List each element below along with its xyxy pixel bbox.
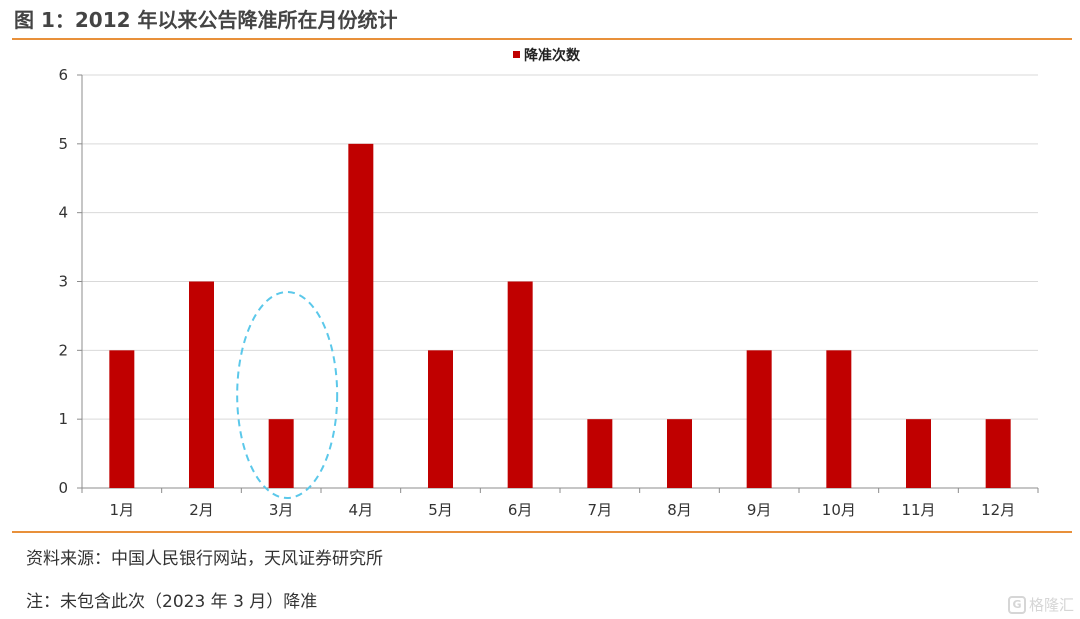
legend-label: 降准次数	[524, 47, 581, 64]
y-tick-label: 3	[58, 273, 68, 291]
y-tick-label: 2	[58, 341, 68, 359]
highlight-ellipse	[236, 291, 339, 499]
bar	[348, 143, 374, 488]
y-tick-label: 5	[58, 135, 68, 153]
x-tick-label: 3月	[269, 501, 294, 519]
legend: 降准次数	[513, 47, 581, 64]
bar	[985, 419, 1011, 488]
legend-swatch	[513, 51, 520, 58]
y-tick-label: 1	[58, 410, 68, 428]
bar	[746, 350, 772, 488]
bar-series	[109, 143, 1011, 488]
source-note: 资料来源：中国人民银行网站，天风证券研究所	[26, 549, 383, 569]
watermark-text: 格隆汇	[1028, 596, 1074, 614]
chart-title: 图 1：2012 年以来公告降准所在月份统计	[14, 8, 398, 32]
bar	[268, 419, 294, 488]
x-tick-label: 1月	[110, 501, 135, 519]
x-tick-label: 5月	[428, 501, 453, 519]
bar	[826, 350, 852, 488]
x-tick-label: 8月	[667, 501, 692, 519]
y-axis: 0 1 2 3 4 5 6	[58, 66, 83, 497]
x-tick-label: 2月	[189, 501, 214, 519]
watermark-logo-icon: G	[1007, 595, 1026, 614]
x-tick-label: 7月	[588, 501, 613, 519]
footnote: 注：未包含此次（2023 年 3 月）降准	[26, 592, 318, 612]
x-axis: 1月 2月 3月 4月 5月 6月 7月 8月 9月 10月 11月 12月	[81, 487, 1039, 519]
bar	[507, 281, 533, 488]
top-divider	[12, 38, 1072, 40]
bar-chart: 0 1 2 3 4 5 6 1月 2月 3月 4月 5月 6月 7月 8月 9月 10月 11月 12月 降准次数	[58, 47, 1039, 519]
watermark: G 格隆汇	[1007, 594, 1074, 615]
x-tick-label: 6月	[508, 501, 533, 519]
y-tick-label: 4	[58, 204, 68, 222]
x-tick-label: 11月	[901, 501, 935, 519]
bar	[189, 281, 214, 488]
x-tick-label: 12月	[981, 501, 1015, 519]
y-tick-label: 6	[58, 66, 68, 84]
x-tick-label: 4月	[349, 501, 374, 519]
bar	[906, 419, 931, 488]
bar	[109, 350, 135, 488]
y-tick-label: 0	[58, 479, 68, 497]
gridlines	[82, 74, 1038, 420]
bar	[428, 350, 453, 488]
bar	[587, 419, 613, 488]
x-tick-label: 10月	[822, 501, 856, 519]
bar	[667, 419, 692, 488]
highlight-group	[236, 291, 339, 499]
x-tick-label: 9月	[747, 501, 772, 519]
bottom-divider	[12, 531, 1072, 533]
